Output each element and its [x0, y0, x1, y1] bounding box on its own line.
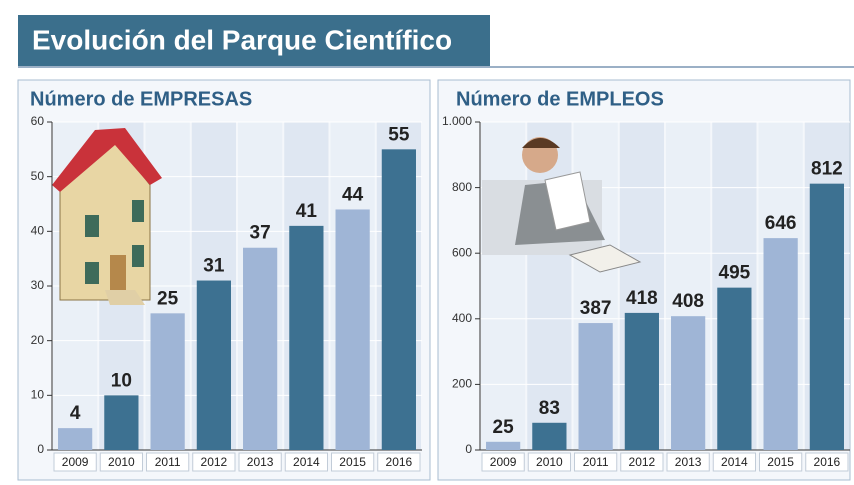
bar	[151, 313, 185, 450]
panel-title: Número de EMPLEOS	[456, 88, 664, 110]
x-tick-label: 2014	[721, 455, 748, 469]
value-label: 25	[157, 288, 179, 309]
house-door	[110, 255, 126, 290]
page-title: Evolución del Parque Científico	[32, 24, 452, 55]
bar	[764, 238, 798, 450]
house-window	[132, 245, 144, 267]
bar	[382, 149, 416, 450]
y-tick-label: 600	[452, 245, 472, 259]
bar	[625, 313, 659, 450]
y-tick-label: 10	[31, 388, 45, 402]
bar	[197, 281, 231, 450]
y-tick-label: 30	[31, 278, 45, 292]
y-tick-label: 800	[452, 180, 472, 194]
x-tick-label: 2015	[767, 455, 794, 469]
bar	[58, 428, 92, 450]
y-tick-label: 50	[31, 169, 45, 183]
value-label: 31	[203, 256, 225, 277]
x-tick-label: 2011	[583, 455, 609, 469]
x-tick-label: 2012	[201, 455, 228, 469]
x-tick-label: 2010	[108, 455, 135, 469]
house-window	[132, 200, 144, 222]
value-label: 44	[342, 184, 364, 205]
bar	[104, 395, 138, 450]
bar	[243, 248, 277, 450]
x-tick-label: 2009	[62, 455, 89, 469]
x-tick-label: 2011	[155, 455, 181, 469]
x-tick-label: 2016	[814, 455, 841, 469]
bar	[486, 442, 520, 450]
house-window	[85, 215, 99, 237]
x-tick-label: 2010	[536, 455, 563, 469]
value-label: 41	[296, 201, 318, 222]
value-label: 55	[388, 124, 410, 145]
y-tick-label: 0	[465, 442, 472, 456]
house-window	[85, 262, 99, 284]
value-label: 387	[580, 298, 612, 319]
x-tick-label: 2009	[490, 455, 517, 469]
y-tick-label: 200	[452, 377, 472, 391]
value-label: 25	[493, 417, 515, 438]
value-label: 495	[719, 263, 751, 284]
bar	[336, 209, 370, 450]
y-tick-label: 0	[37, 442, 44, 456]
bar	[289, 226, 323, 450]
value-label: 408	[672, 291, 704, 312]
x-tick-label: 2014	[293, 455, 320, 469]
value-label: 37	[250, 223, 271, 244]
value-label: 4	[70, 403, 81, 424]
value-label: 10	[111, 370, 132, 391]
x-tick-label: 2013	[247, 455, 274, 469]
bar	[579, 323, 613, 450]
bar	[532, 423, 566, 450]
bar	[717, 288, 751, 450]
value-label: 812	[811, 159, 843, 180]
infographic: Evolución del Parque Científico Número d…	[0, 0, 854, 485]
y-tick-label: 40	[31, 224, 45, 238]
y-tick-label: 1.000	[442, 114, 472, 128]
panel-title: Número de EMPRESAS	[30, 88, 252, 110]
x-tick-label: 2013	[675, 455, 702, 469]
value-label: 646	[765, 213, 797, 234]
x-tick-label: 2012	[629, 455, 656, 469]
x-tick-label: 2015	[339, 455, 366, 469]
value-label: 83	[539, 398, 560, 419]
value-label: 418	[626, 288, 658, 309]
y-tick-label: 60	[31, 114, 45, 128]
bar	[810, 184, 844, 450]
y-tick-label: 20	[31, 333, 45, 347]
column-band	[481, 122, 525, 450]
bar	[671, 316, 705, 450]
x-tick-label: 2016	[386, 455, 413, 469]
y-tick-label: 400	[452, 311, 472, 325]
